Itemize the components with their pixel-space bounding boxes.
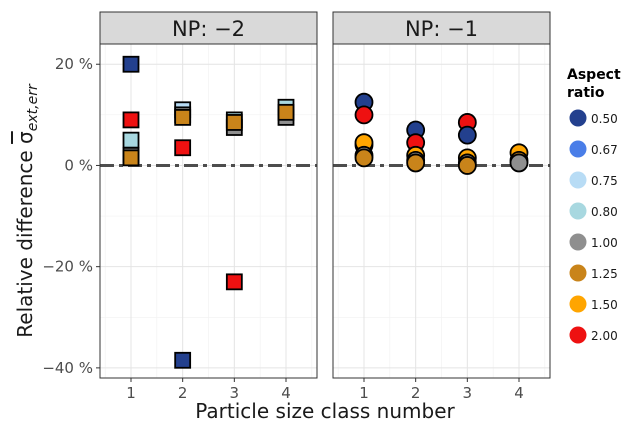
data-point-circle — [354, 148, 374, 168]
y-axis-title: Relative difference σext,err — [13, 83, 41, 338]
data-point-square — [277, 103, 295, 121]
x-tick-label: 4 — [281, 384, 291, 402]
facet-panel-1: NP: −2 1 2 3 4 — [99, 11, 318, 402]
legend-title: ratio — [567, 85, 605, 101]
legend-label: 0.80 — [591, 205, 618, 219]
legend-title: Aspect — [567, 67, 621, 83]
x-tick-label: 3 — [463, 384, 473, 402]
panel-border — [332, 43, 551, 379]
legend-label: 1.00 — [591, 236, 618, 250]
data-point-square — [174, 108, 192, 126]
y-tick-label: −40 % — [42, 359, 93, 377]
legend-swatch — [569, 233, 587, 251]
x-tick-label: 2 — [178, 384, 188, 402]
legend-swatch — [569, 264, 587, 282]
legend-label: 0.67 — [591, 143, 618, 157]
data-point-square — [225, 273, 243, 291]
data-point-circle — [406, 153, 426, 173]
legend-label: 0.75 — [591, 174, 618, 188]
x-tick-label: 3 — [230, 384, 240, 402]
data-point-square — [225, 114, 243, 131]
x-axis-title: Particle size class number — [195, 399, 455, 423]
x-tick-label: 1 — [359, 384, 369, 402]
legend-swatch — [569, 202, 587, 220]
data-point-square — [122, 55, 140, 73]
legend-swatch — [569, 109, 587, 127]
data-point-square — [122, 131, 140, 149]
data-point-circle — [457, 125, 477, 145]
y-axis-title-subscript: ext,err — [25, 83, 41, 131]
legend-swatch — [569, 295, 587, 313]
facet-panel-2: NP: −1 1 2 3 4 — [332, 11, 551, 402]
y-tick-label: −20 % — [42, 258, 93, 276]
x-tick-label: 2 — [411, 384, 421, 402]
data-point-circle — [354, 105, 374, 125]
panel-border — [99, 43, 318, 379]
y-tick-label: 20 % — [55, 55, 93, 73]
x-tick-label: 4 — [514, 384, 524, 402]
legend-swatch — [569, 326, 587, 344]
legend-label: 1.50 — [591, 298, 618, 312]
y-axis-title-symbol: σ — [13, 131, 37, 144]
facet-strip — [332, 11, 551, 45]
facet-title: NP: −2 — [172, 17, 245, 41]
legend-label: 1.25 — [591, 267, 618, 281]
legend-label: 2.00 — [591, 329, 618, 343]
legend-swatch — [569, 140, 587, 158]
legend: Aspect ratio 0.50 0.67 0.75 0.80 1.00 1.25 1.50 2… — [567, 67, 621, 344]
data-point-square — [174, 139, 192, 157]
y-tick-label: 0 % — [64, 156, 93, 174]
data-point-square — [122, 149, 140, 167]
data-point-square — [174, 351, 192, 369]
data-point-circle — [509, 153, 529, 173]
facet-title: NP: −1 — [405, 17, 478, 41]
data-point-square — [122, 111, 140, 129]
facet-strip — [99, 11, 318, 45]
legend-label: 0.50 — [591, 112, 618, 126]
y-axis-title-text: Relative difference — [13, 144, 37, 338]
legend-swatch — [569, 171, 587, 189]
x-tick-label: 1 — [126, 384, 136, 402]
data-point-circle — [457, 156, 477, 175]
